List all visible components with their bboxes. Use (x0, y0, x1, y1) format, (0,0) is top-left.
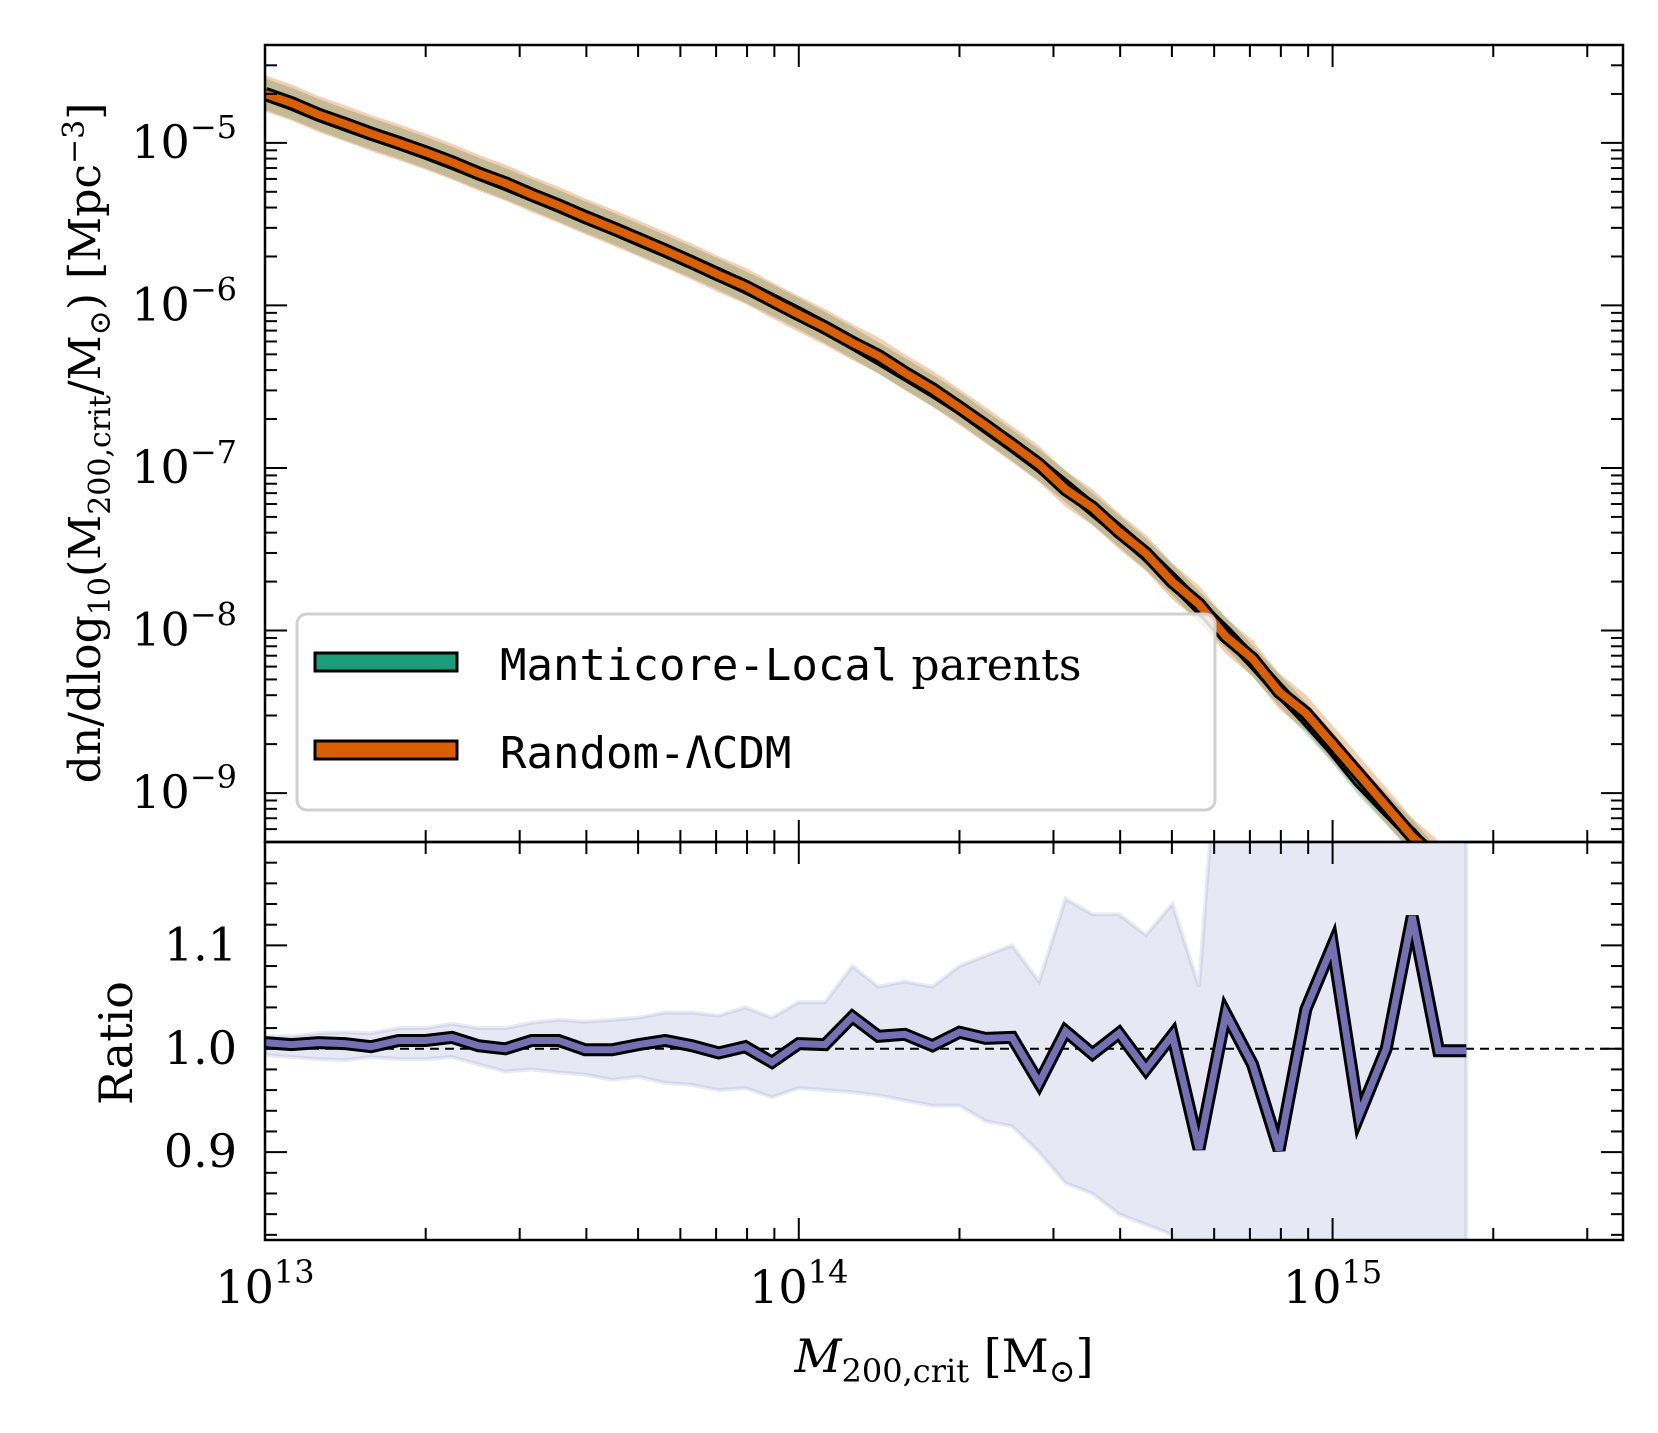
legend-label-random: Random-ΛCDM (500, 728, 791, 779)
tick-base: 10 (131, 277, 190, 331)
y-tick-label: 0.9 (164, 1124, 237, 1178)
ylabel-part-6: ) [Mpc (60, 164, 111, 310)
ratio-error-band (265, 842, 1469, 1240)
ylabel-part-1: 10 (83, 577, 118, 615)
y-tick-label: 10−8 (131, 596, 237, 657)
ratio-line (265, 915, 1467, 1153)
tick-base: 10 (131, 115, 190, 169)
series-outline-random (265, 87, 1430, 842)
y-tick-label: 1.1 (164, 917, 237, 971)
tick-base: 10 (131, 765, 190, 819)
tick-exponent: −7 (190, 433, 237, 471)
ylabel-part-3: 200,crit (83, 395, 118, 515)
series-outline-manticore (265, 87, 1428, 842)
ratio-series-line (265, 915, 1467, 1152)
ylabel-part-5: ⊙ (83, 310, 118, 335)
bottom-axes-frame (263, 840, 1625, 1242)
x-tick-label: 1013 (215, 1253, 314, 1314)
tick-exponent: 15 (1341, 1253, 1382, 1291)
tick-exponent: 13 (274, 1253, 315, 1291)
tick-base: 10 (131, 603, 190, 657)
tick-base: 10 (131, 440, 190, 494)
x-tick-label: 1015 (1283, 1253, 1382, 1314)
tick-exponent: −6 (190, 270, 237, 308)
bottom-y-axis-label: Ratio (89, 981, 143, 1105)
series-line-random (265, 90, 1425, 842)
xlabel-part-1: 200,crit (842, 1352, 970, 1390)
y-tick-label: 10−7 (131, 433, 237, 494)
ratio-band (265, 842, 1469, 1240)
top-ticks (264, 44, 1623, 843)
xlabel-part-3: ⊙ (1049, 1352, 1076, 1390)
tick-exponent: −8 (190, 596, 237, 634)
bottom-panel: 0.91.01.1 1013 1014 1015 Ratio M200,crit [… (89, 840, 1625, 1390)
ylabel-part-0: dn/dlog (60, 615, 111, 783)
y-tick-label: 1.0 (164, 1021, 237, 1075)
tick-base: 10 (215, 1260, 274, 1314)
legend-entry-manticore: Manticore-Local parents (313, 640, 1081, 691)
xlabel-part-2: [M (969, 1329, 1049, 1383)
x-axis-label: M200,crit [M⊙] (793, 1329, 1093, 1390)
error-band-manticore (265, 78, 1433, 842)
y-tick-label: 10−5 (131, 108, 237, 169)
xlabel-part-4: ] (1076, 1329, 1094, 1383)
y-tick-label: 10−6 (131, 270, 237, 331)
x-tick-labels: 1013 1014 1015 (215, 1253, 1382, 1314)
tick-exponent: 14 (808, 1253, 849, 1291)
legend-label-manticore: Manticore-Local parents (500, 640, 1081, 691)
top-y-tick-labels: 10−510−610−710−810−9 (131, 108, 237, 819)
legend-swatch-manticore (313, 651, 459, 673)
legend-swatch-random (313, 739, 459, 761)
tick-base: 10 (1283, 1260, 1342, 1314)
ylabel-part-7: −3 (57, 120, 92, 164)
error-band-random (265, 75, 1440, 842)
x-tick-label: 1014 (749, 1253, 848, 1314)
legend-label-manticore-mono: Manticore-Local (500, 640, 897, 691)
top-series-lines (265, 87, 1430, 842)
bottom-y-tick-labels: 0.9 1.0 1.1 (164, 917, 237, 1178)
tick-exponent: −9 (190, 758, 237, 796)
legend: Manticore-Local parents Random-ΛCDM (295, 612, 1217, 812)
bottom-ticks (264, 841, 1623, 1240)
series-line-manticore (265, 90, 1424, 842)
top-error-bands (265, 75, 1440, 842)
legend-label-manticore-suffix: parents (897, 640, 1081, 691)
xlabel-part-0: M (793, 1329, 843, 1383)
legend-entry-random: Random-ΛCDM (313, 728, 791, 779)
legend-frame (295, 612, 1217, 812)
top-y-axis-label: dn/dlog10(M200,crit/M⊙) [Mpc−3] (57, 103, 118, 784)
tick-exponent: −5 (190, 108, 237, 146)
ylabel-part-8: ] (60, 103, 111, 120)
tick-base: 10 (749, 1260, 808, 1314)
ylabel-part-4: /M (60, 335, 111, 395)
top-panel: 10−510−610−710−810−9 dn/dlog10(M200,crit… (57, 43, 1625, 844)
ylabel-part-2: (M (60, 515, 111, 577)
y-tick-label: 10−9 (131, 758, 237, 819)
